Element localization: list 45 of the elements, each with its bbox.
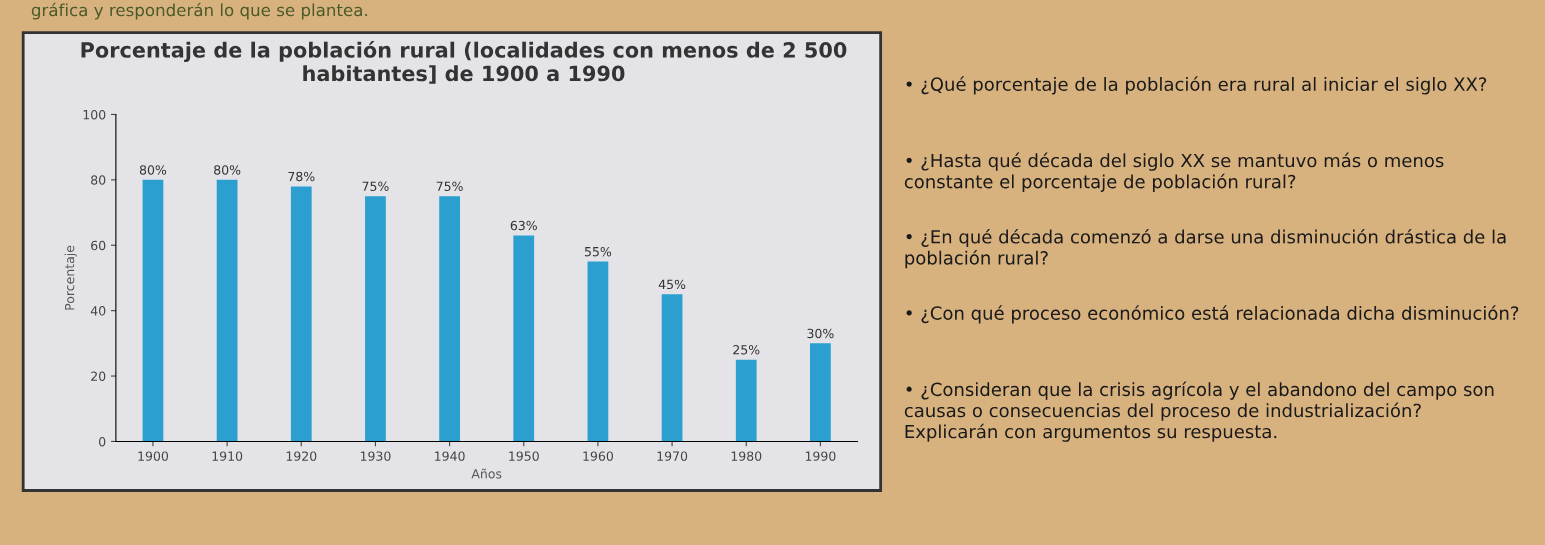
y-tick-label: 100 [83,109,106,120]
bar [587,261,609,442]
x-tick-label: 1980 [731,451,762,461]
y-tick-label: 20 [91,371,106,381]
x-tick-label: 1910 [212,451,243,461]
y-tick-label: 0 [99,436,106,447]
data-label: 25% [733,345,760,355]
data-label: 80% [214,165,241,175]
data-label: 55% [584,246,612,257]
bar [290,186,312,442]
data-label: 78% [288,171,315,182]
text: • ¿Con qué proceso económico está relacionada dicha disminución? [906,305,1519,324]
bar [513,235,535,442]
y-tick-label: 60 [91,240,106,251]
x-tick-label: 1940 [435,451,465,461]
y-axis-title: Porcentaje [64,245,77,310]
text: • ¿Consideran que la crisis agrícola y el abandono del campo son causas o consecuencias del proceso de industrialización? Explicarán con argumentos su respuesta. [904,381,1494,442]
y-tick-label: 80 [91,175,106,185]
x-tick-label: 1970 [657,451,688,461]
text: • ¿En qué década comenzó a darse una disminución drástica de la población rural? [905,228,1506,269]
bar [439,196,460,442]
y-tick-label: 40 [90,306,106,316]
data-label: 80% [139,165,167,175]
data-label: 45% [658,279,686,290]
x-tick-label: 1950 [509,451,539,461]
x-tick-label: 1990 [805,451,836,461]
text: • ¿Hasta qué década del siglo XX se mantuvo más o menos constante el porcentaje de población rural? [904,152,1444,192]
data-label: 63% [510,220,537,231]
bar [142,179,164,442]
x-tick-label: 1900 [138,451,169,461]
x-tick-label: 1920 [286,451,317,461]
data-label: 75% [436,181,463,191]
bar [810,343,831,442]
bar [735,359,757,442]
x-tick-label: 1930 [360,451,391,461]
bar [365,196,386,442]
data-label: 75% [362,181,389,191]
data-label: 30% [807,328,834,339]
text: gráfica y responderán lo que se plantea. [31,2,367,20]
x-tick-label: 1960 [583,451,613,461]
chart-title: Porcentaje de la población rural (localidades con menos de 2 500 habitantes] de 1900 a 1990 [81,40,847,84]
bar [216,179,238,442]
x-axis-title: Años [471,468,502,479]
bar [661,294,683,442]
text: • ¿Qué porcentaje de la población era rural al iniciar el siglo XX? [906,76,1487,95]
